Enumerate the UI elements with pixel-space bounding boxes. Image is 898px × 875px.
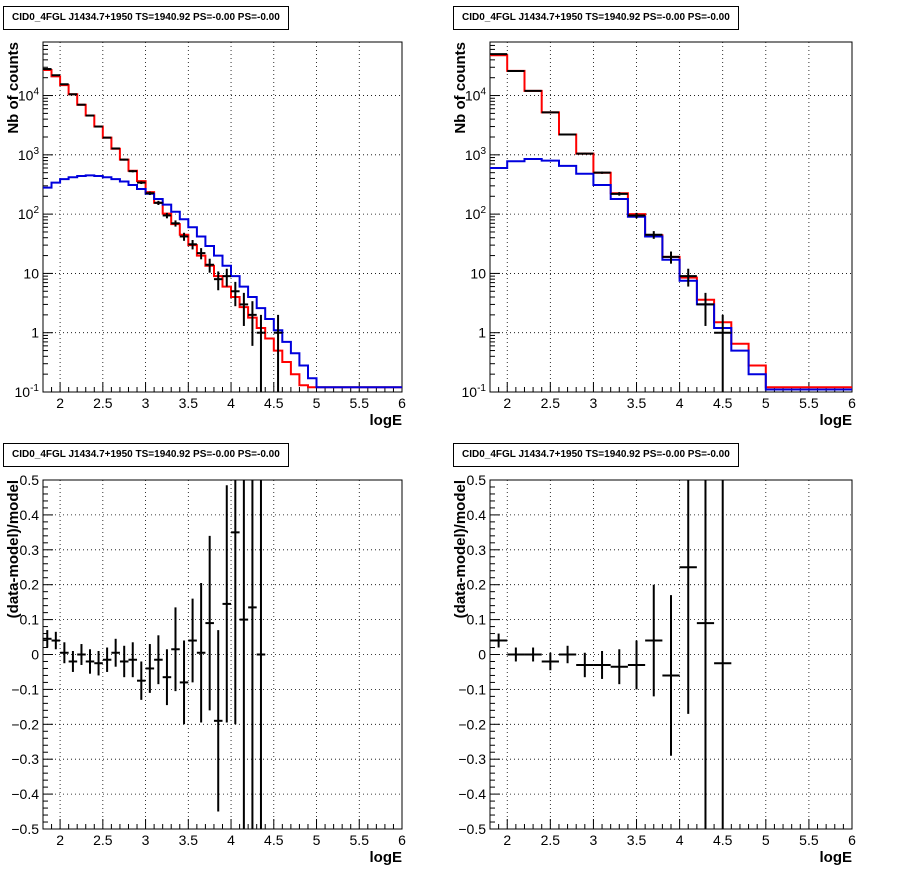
y-tick-label: 0	[31, 647, 39, 663]
y-tick-label: 1	[31, 325, 39, 341]
y-tick-label: 0.4	[20, 507, 40, 523]
x-tick-label: 2	[56, 832, 64, 848]
panel-1: 2 2.5 3 3.5 4 4.5 5 5.5 6 10-1 1 10 102 103 104 logE Nb …	[5, 41, 406, 429]
x-tick-label: 3.5	[179, 395, 199, 411]
x-tick-label: 2.5	[93, 395, 113, 411]
x-tick-label: 3	[142, 395, 150, 411]
x-axis-label: logE	[820, 849, 853, 866]
x-tick-label: 4	[676, 832, 684, 848]
y-tick-label: 1	[478, 325, 486, 341]
y-tick-label: 0.1	[467, 612, 487, 628]
y-tick-label: 103	[18, 146, 40, 163]
y-tick-label: −0.3	[458, 751, 486, 767]
x-tick-label: 2.5	[541, 395, 561, 411]
panel-title-2: CID0_4FGL J1434.7+1950 TS=1940.92 PS=-0.…	[453, 6, 739, 30]
panel-4: 2 2.5 3 3.5 4 4.5 5 5.5 6 −0.5 −0.4 −0.3 −0.2 −0.1 0 0.…	[452, 472, 856, 866]
y-tick-label: −0.2	[11, 716, 39, 732]
y-tick-label: 0.2	[20, 577, 40, 593]
x-tick-label: 2	[56, 395, 64, 411]
series-model-component	[490, 158, 852, 391]
y-tick-label: 0.3	[467, 542, 487, 558]
x-tick-label: 5.5	[799, 395, 819, 411]
y-tick-label: −0.3	[11, 751, 39, 767]
x-axis-label: logE	[820, 412, 853, 429]
series-model-component	[43, 174, 402, 389]
panel-3: 2 2.5 3 3.5 4 4.5 5 5.5 6 −0.5 −0.4 −0.3 −0.2 −0.1 0 0.…	[5, 472, 406, 866]
plot-frame	[42, 41, 403, 393]
panel-title-3: CID0_4FGL J1434.7+1950 TS=1940.92 PS=-0.…	[3, 443, 289, 467]
y-tick-label: 0.4	[467, 507, 487, 523]
x-tick-label: 2	[503, 395, 511, 411]
plot-frame	[42, 479, 403, 830]
x-tick-label: 3.5	[179, 832, 199, 848]
plot-frame	[489, 41, 853, 393]
y-tick-label: 0	[478, 647, 486, 663]
y-tick-label: −0.1	[458, 681, 486, 697]
y-tick-label: 0.2	[467, 577, 487, 593]
y-axis-label: (data-model)/model	[5, 480, 22, 618]
y-tick-label: 103	[465, 146, 487, 163]
y-tick-label: 104	[465, 87, 487, 104]
y-tick-label: 10-1	[15, 383, 40, 400]
x-tick-label: 5	[313, 832, 321, 848]
x-tick-label: 4.5	[264, 395, 284, 411]
y-tick-label: 0.5	[467, 472, 487, 488]
y-tick-label: 10	[470, 265, 486, 281]
x-tick-label: 5	[762, 832, 770, 848]
x-axis-label: logE	[370, 412, 403, 429]
x-tick-label: 5	[762, 395, 770, 411]
y-axis-label: (data-model)/model	[452, 480, 469, 618]
x-tick-label: 4	[676, 395, 684, 411]
x-tick-label: 4.5	[713, 832, 733, 848]
x-tick-label: 6	[848, 832, 856, 848]
x-tick-label: 3.5	[627, 832, 647, 848]
panel-2: 2 2.5 3 3.5 4 4.5 5 5.5 6 10-1 1 10 102 103 104 logE Nb …	[452, 41, 856, 429]
x-tick-label: 3	[590, 832, 598, 848]
panel-title-1: CID0_4FGL J1434.7+1950 TS=1940.92 PS=-0.…	[3, 6, 289, 30]
x-axis-label: logE	[370, 849, 403, 866]
x-tick-label: 2	[503, 832, 511, 848]
y-tick-label: 0.1	[20, 612, 40, 628]
x-tick-label: 5.5	[799, 832, 819, 848]
x-tick-label: 6	[398, 832, 406, 848]
y-tick-label: 102	[465, 205, 487, 222]
x-tick-label: 2.5	[93, 832, 113, 848]
y-tick-label: 104	[18, 87, 40, 104]
y-tick-label: −0.1	[11, 681, 39, 697]
y-axis-label: Nb of counts	[5, 42, 22, 134]
y-tick-label: 10	[23, 265, 39, 281]
y-tick-label: 0.3	[20, 542, 40, 558]
series-model-total	[43, 69, 402, 389]
x-tick-label: 5.5	[350, 395, 370, 411]
y-tick-label: 0.5	[20, 472, 40, 488]
y-tick-label: −0.5	[11, 821, 39, 837]
x-tick-label: 6	[848, 395, 856, 411]
y-tick-label: −0.5	[458, 821, 486, 837]
x-tick-label: 2.5	[541, 832, 561, 848]
x-tick-label: 4	[227, 832, 235, 848]
y-tick-label: 102	[18, 205, 40, 222]
y-tick-label: −0.4	[458, 786, 486, 802]
x-tick-label: 3.5	[627, 395, 647, 411]
x-tick-label: 4	[227, 395, 235, 411]
x-tick-label: 5	[313, 395, 321, 411]
x-tick-label: 4.5	[713, 395, 733, 411]
panel-title-4: CID0_4FGL J1434.7+1950 TS=1940.92 PS=-0.…	[453, 443, 739, 467]
x-tick-label: 3	[590, 395, 598, 411]
x-tick-label: 5.5	[350, 832, 370, 848]
series-model-total	[490, 54, 852, 389]
x-tick-label: 6	[398, 395, 406, 411]
y-tick-label: −0.4	[11, 786, 39, 802]
y-axis-label: Nb of counts	[452, 42, 469, 134]
y-tick-label: −0.2	[458, 716, 486, 732]
x-tick-label: 3	[142, 832, 150, 848]
y-tick-label: 10-1	[462, 383, 487, 400]
x-tick-label: 4.5	[264, 832, 284, 848]
